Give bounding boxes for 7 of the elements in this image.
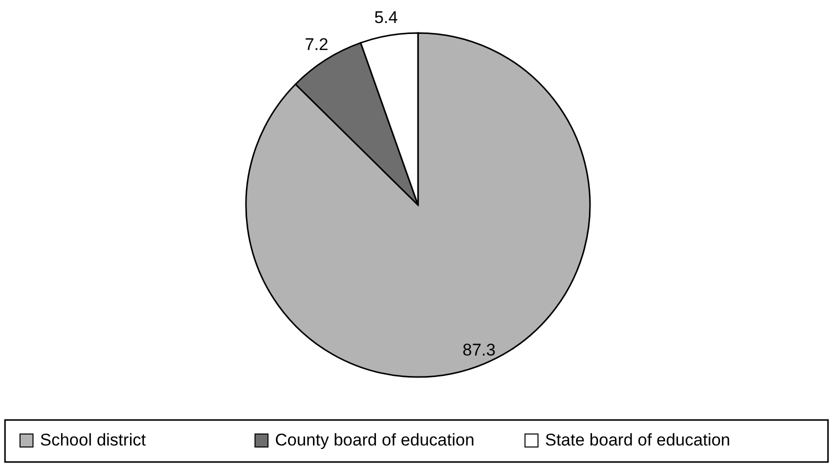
- legend-label: County board of education: [275, 430, 474, 450]
- data-label: 7.2: [304, 34, 328, 54]
- data-label: 5.4: [374, 8, 398, 28]
- data-label: 87.3: [462, 340, 496, 360]
- pie-slice: [245, 32, 591, 378]
- legend-label: School district: [40, 430, 146, 450]
- legend-label: State board of education: [545, 430, 730, 450]
